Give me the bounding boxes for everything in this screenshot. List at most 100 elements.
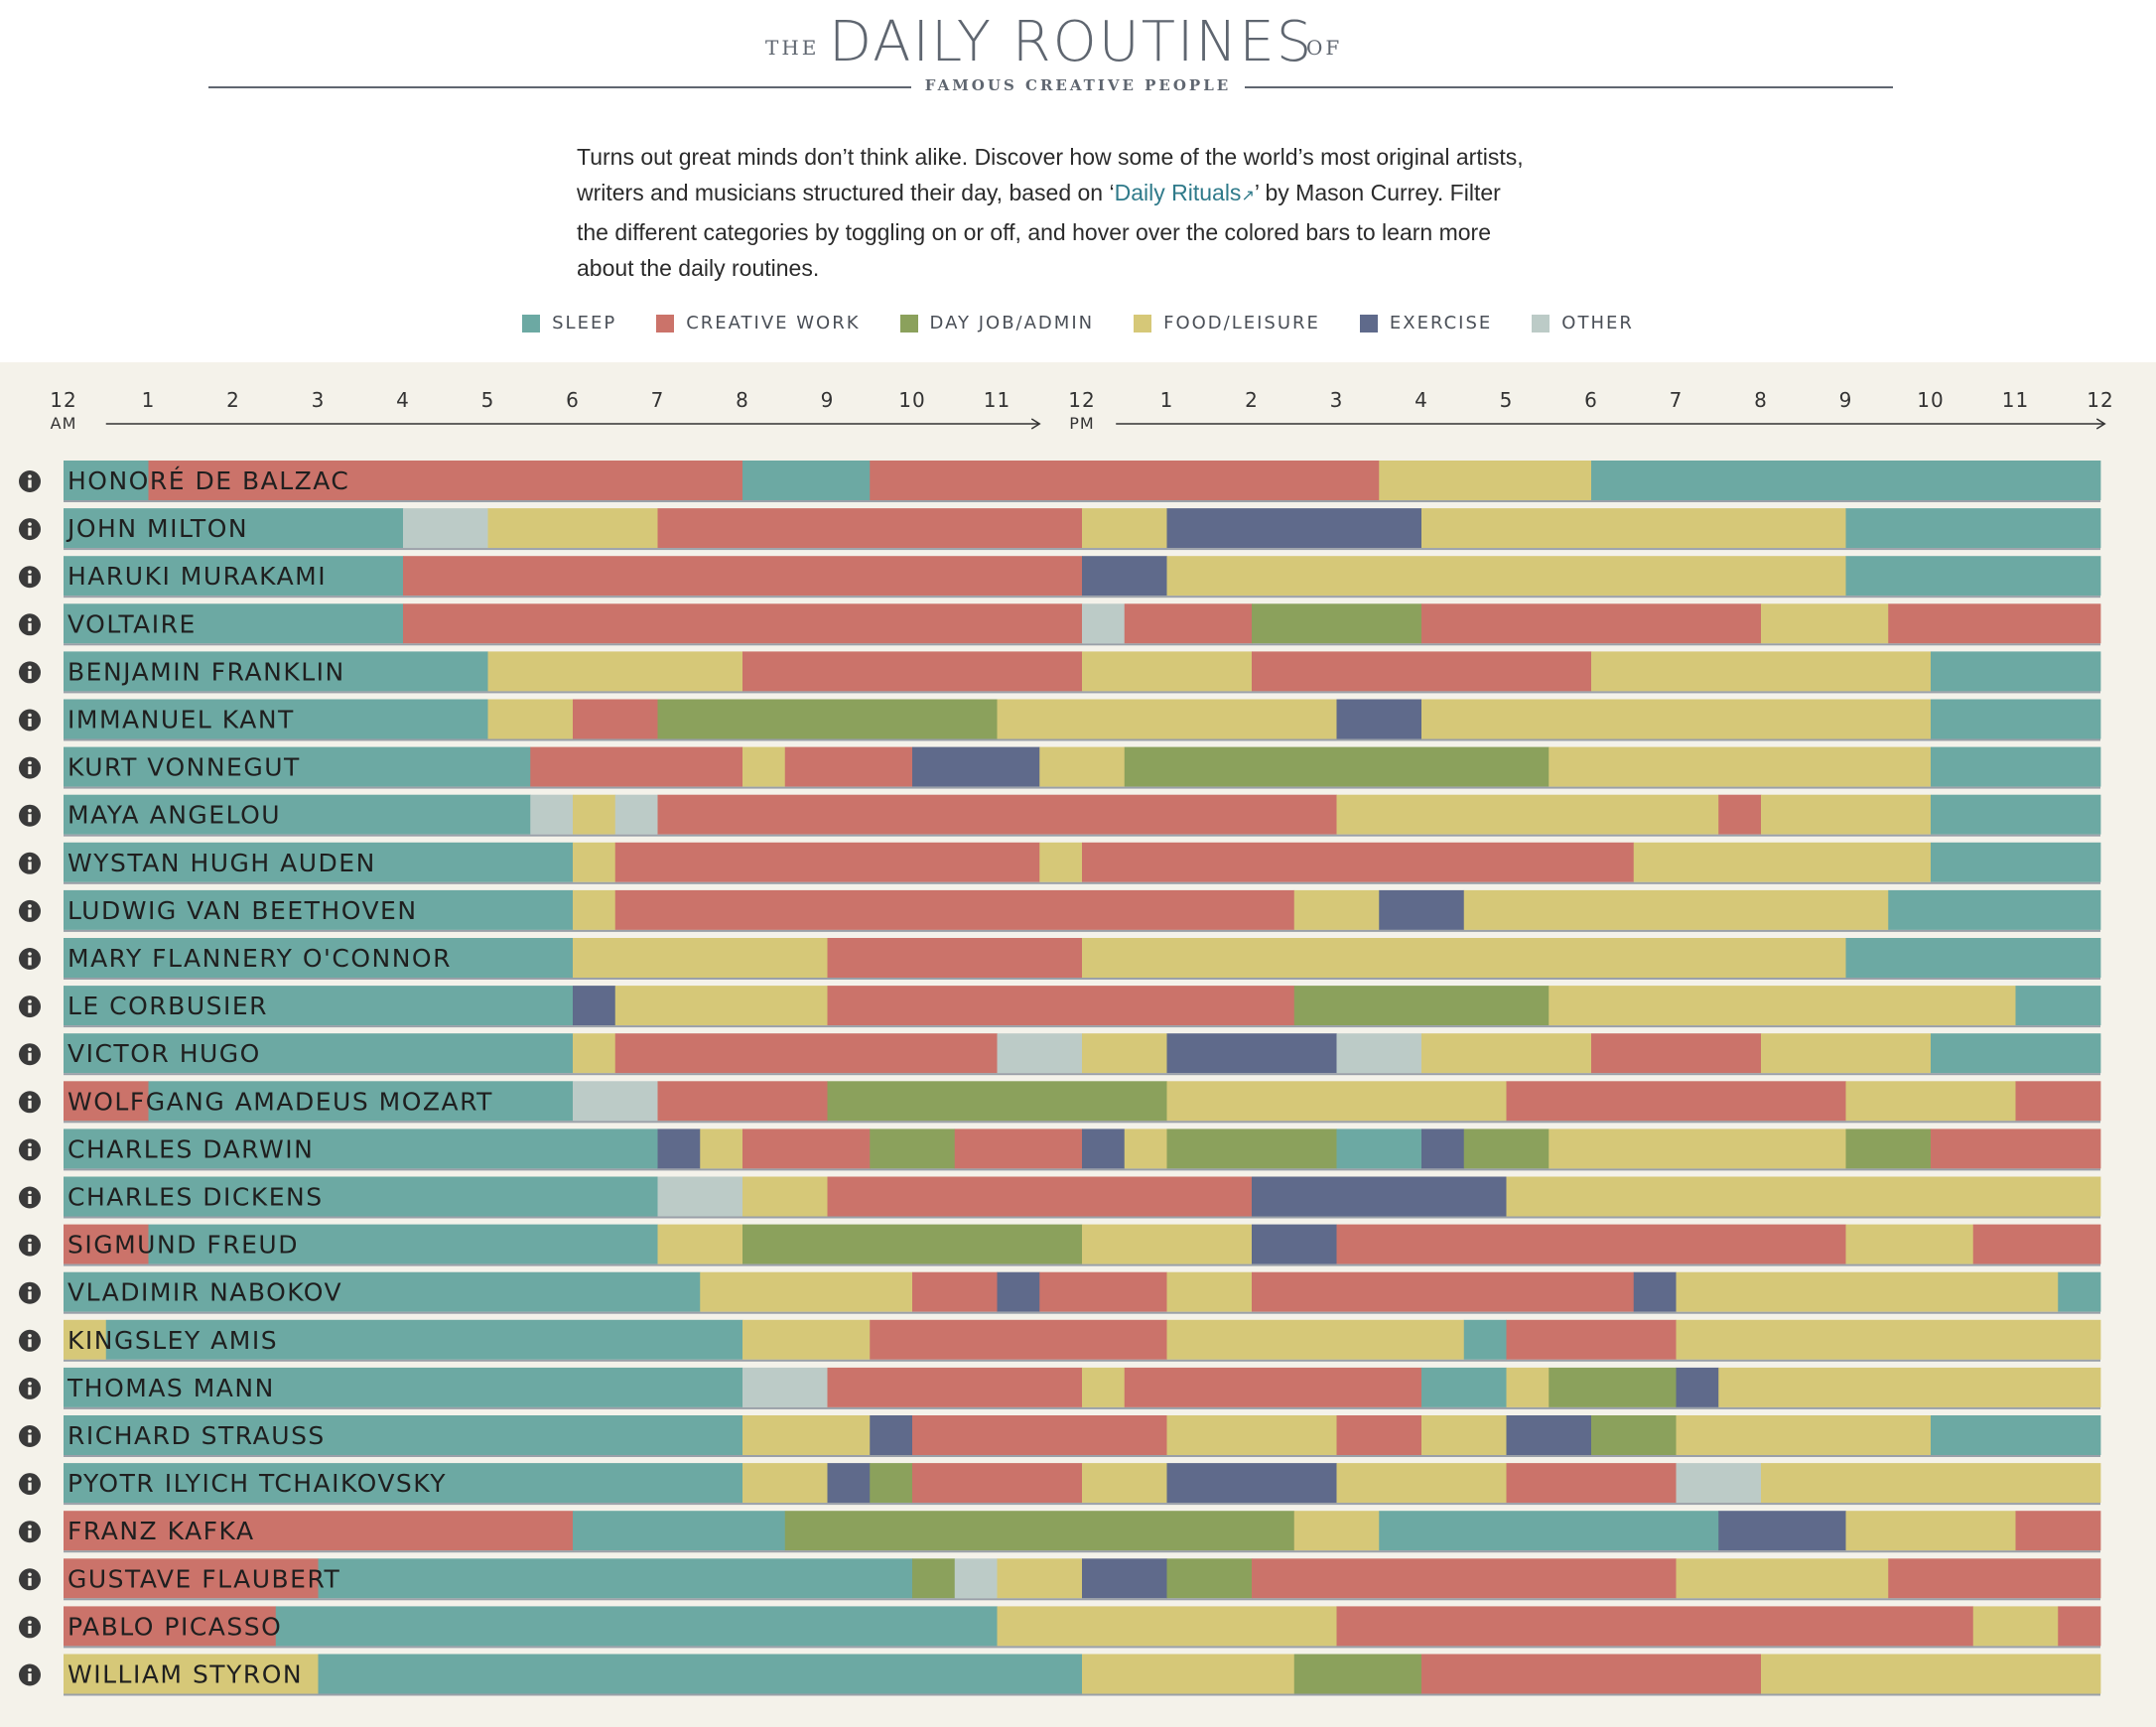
bar-segment-food[interactable]: [1421, 508, 1846, 549]
bar-segment-creative[interactable]: [64, 1081, 149, 1122]
bar-segment-other[interactable]: [657, 1176, 743, 1217]
bar-segment-creative[interactable]: [1252, 1558, 1677, 1599]
bar-segment-food[interactable]: [742, 1176, 828, 1217]
bar-segment-creative[interactable]: [64, 1224, 149, 1264]
bar-segment-food[interactable]: [1336, 1463, 1507, 1504]
bar-segment-food[interactable]: [1293, 1511, 1380, 1551]
bar-segment-sleep[interactable]: [2015, 986, 2101, 1026]
bar-segment-sleep[interactable]: [64, 986, 574, 1026]
bar-segment-food[interactable]: [1082, 1224, 1253, 1264]
bar-segment-creative[interactable]: [614, 889, 1295, 930]
bar-segment-creative[interactable]: [64, 1558, 319, 1599]
bar-segment-sleep[interactable]: [64, 1129, 658, 1169]
bar-segment-creative[interactable]: [614, 842, 1040, 882]
bar-segment-other[interactable]: [742, 1367, 828, 1407]
bar-segment-creative[interactable]: [614, 1033, 998, 1074]
bar-segment-creative[interactable]: [657, 508, 1083, 549]
bar-segment-exercise[interactable]: [1336, 699, 1422, 739]
bar-segment-dayjob[interactable]: [742, 1224, 1083, 1264]
bar-segment-creative[interactable]: [657, 1081, 828, 1122]
bar-segment-exercise[interactable]: [1633, 1271, 1677, 1312]
bar-segment-dayjob[interactable]: [1591, 1415, 1677, 1455]
bar-segment-dayjob[interactable]: [870, 1129, 956, 1169]
bar-segment-exercise[interactable]: [573, 986, 616, 1026]
bar-segment-exercise[interactable]: [1082, 556, 1167, 597]
bar-segment-creative[interactable]: [870, 1319, 1167, 1360]
bar-segment-sleep[interactable]: [64, 842, 574, 882]
bar-segment-food[interactable]: [1761, 1033, 1932, 1074]
bar-segment-food[interactable]: [1082, 651, 1253, 692]
bar-segment-other[interactable]: [614, 794, 658, 835]
bar-segment-dayjob[interactable]: [1166, 1558, 1253, 1599]
bar-segment-food[interactable]: [1845, 1511, 2016, 1551]
bar-segment-dayjob[interactable]: [1124, 746, 1550, 787]
bar-segment-creative[interactable]: [1591, 1033, 1762, 1074]
bar-segment-food[interactable]: [1591, 651, 1932, 692]
bar-segment-sleep[interactable]: [1931, 842, 2101, 882]
bar-segment-food[interactable]: [1124, 1129, 1167, 1169]
bar-segment-creative[interactable]: [1506, 1081, 1846, 1122]
bar-segment-creative[interactable]: [1124, 603, 1253, 644]
bar-segment-exercise[interactable]: [1252, 1224, 1337, 1264]
bar-segment-food[interactable]: [657, 1224, 743, 1264]
bar-segment-exercise[interactable]: [1082, 1129, 1126, 1169]
bar-segment-other[interactable]: [573, 1081, 658, 1122]
bar-segment-food[interactable]: [1676, 1415, 1932, 1455]
bar-segment-sleep[interactable]: [1931, 651, 2101, 692]
bar-segment-food[interactable]: [1379, 461, 1592, 500]
bar-segment-sleep[interactable]: [1845, 556, 2101, 597]
bar-segment-food[interactable]: [1166, 1271, 1253, 1312]
bar-segment-food[interactable]: [742, 1319, 871, 1360]
bar-segment-food[interactable]: [1761, 794, 1932, 835]
bar-segment-food[interactable]: [1549, 986, 2016, 1026]
bar-segment-exercise[interactable]: [1166, 508, 1422, 549]
bar-segment-creative[interactable]: [742, 1129, 871, 1169]
bar-segment-sleep[interactable]: [64, 1176, 658, 1217]
bar-segment-food[interactable]: [1039, 842, 1083, 882]
daily-rituals-link[interactable]: Daily Rituals: [1114, 180, 1242, 205]
bar-segment-food[interactable]: [1676, 1319, 2101, 1360]
bar-segment-creative[interactable]: [1972, 1224, 2101, 1264]
bar-segment-sleep[interactable]: [1845, 508, 2101, 549]
bar-segment-creative[interactable]: [1888, 1558, 2101, 1599]
bar-segment-dayjob[interactable]: [784, 1511, 1295, 1551]
bar-segment-food[interactable]: [1421, 1033, 1592, 1074]
bar-segment-food[interactable]: [1633, 842, 1932, 882]
bar-segment-creative[interactable]: [912, 1463, 1083, 1504]
bar-segment-creative[interactable]: [1039, 1271, 1167, 1312]
bar-segment-food[interactable]: [997, 699, 1337, 739]
bar-segment-sleep[interactable]: [148, 1081, 574, 1122]
bar-segment-food[interactable]: [1549, 1129, 1846, 1169]
bar-segment-creative[interactable]: [1931, 1129, 2101, 1169]
legend-item-creative[interactable]: CREATIVE WORK: [656, 313, 860, 333]
bar-segment-creative[interactable]: [1888, 603, 2101, 644]
bar-segment-exercise[interactable]: [997, 1271, 1040, 1312]
bar-segment-creative[interactable]: [1336, 1415, 1422, 1455]
bar-segment-food[interactable]: [1166, 1319, 1465, 1360]
bar-segment-sleep[interactable]: [64, 889, 574, 930]
bar-segment-food[interactable]: [487, 508, 658, 549]
bar-segment-other[interactable]: [954, 1558, 998, 1599]
bar-segment-exercise[interactable]: [1166, 1463, 1337, 1504]
bar-segment-exercise[interactable]: [827, 1463, 871, 1504]
bar-segment-sleep[interactable]: [2058, 1271, 2101, 1312]
bar-segment-food[interactable]: [1718, 1367, 2101, 1407]
bar-segment-creative[interactable]: [657, 794, 1337, 835]
bar-segment-exercise[interactable]: [1676, 1367, 1719, 1407]
bar-segment-food[interactable]: [700, 1271, 913, 1312]
bar-segment-sleep[interactable]: [64, 794, 531, 835]
bar-segment-sleep[interactable]: [1336, 1129, 1422, 1169]
bar-segment-creative[interactable]: [1506, 1319, 1677, 1360]
bar-segment-dayjob[interactable]: [1293, 986, 1550, 1026]
legend-item-food[interactable]: FOOD/LEISURE: [1134, 313, 1320, 333]
bar-segment-food[interactable]: [1506, 1367, 1550, 1407]
bar-segment-creative[interactable]: [2058, 1606, 2101, 1647]
bar-segment-dayjob[interactable]: [1463, 1129, 1550, 1169]
bar-segment-dayjob[interactable]: [1549, 1367, 1677, 1407]
bar-segment-creative[interactable]: [1421, 603, 1762, 644]
bar-segment-creative[interactable]: [1421, 1654, 1762, 1694]
bar-segment-exercise[interactable]: [1252, 1176, 1507, 1217]
bar-segment-sleep[interactable]: [1379, 1511, 1719, 1551]
bar-segment-creative[interactable]: [827, 938, 1083, 978]
bar-segment-food[interactable]: [997, 1606, 1337, 1647]
